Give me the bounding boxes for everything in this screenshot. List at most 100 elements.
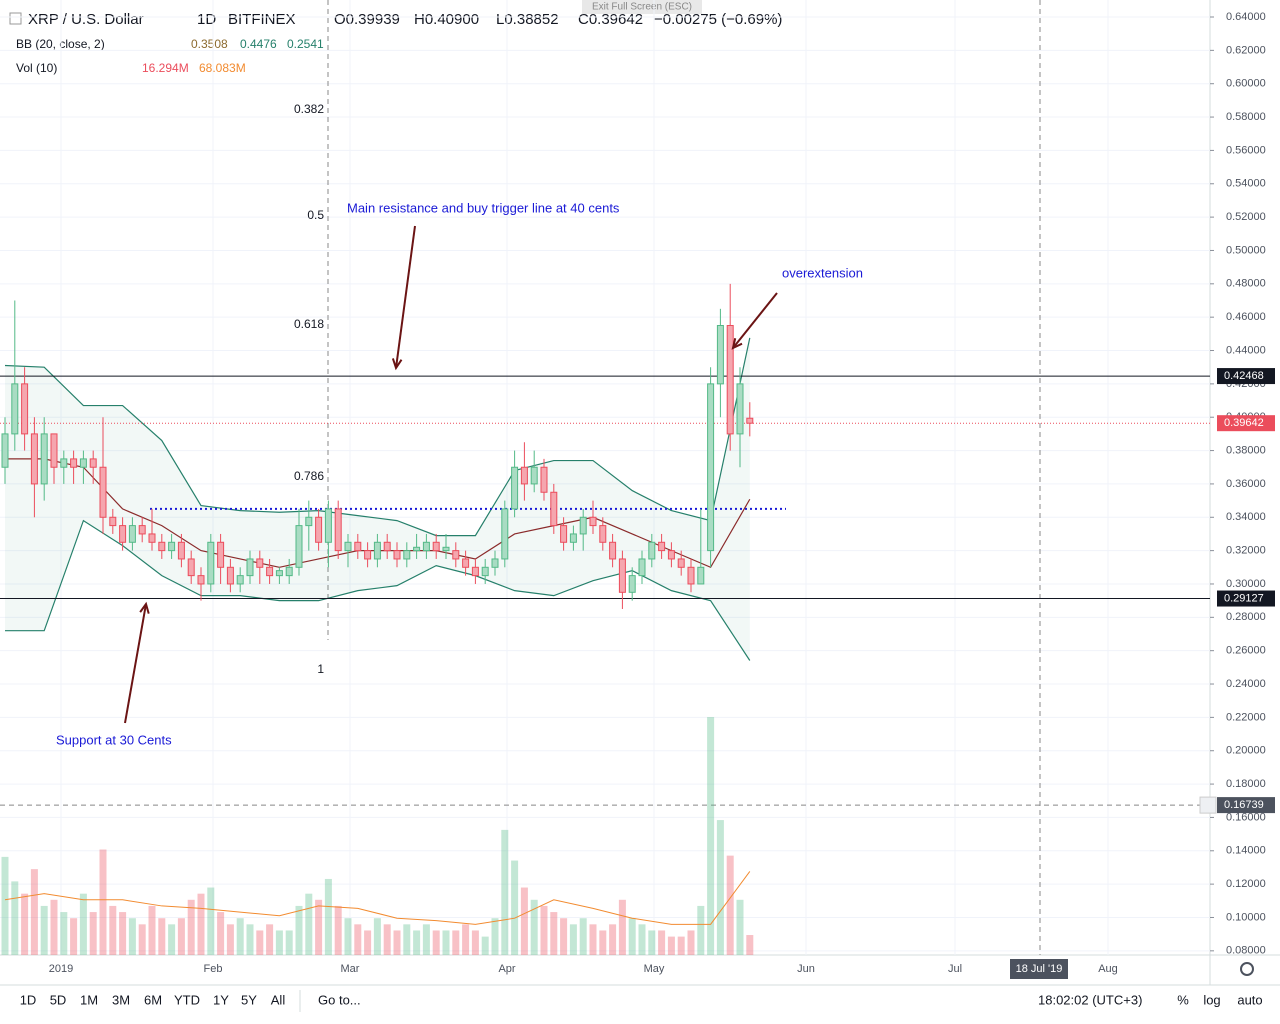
volume-bar xyxy=(648,930,656,955)
volume-bar xyxy=(442,930,450,955)
volume-bar xyxy=(168,924,176,955)
range-button[interactable]: 1Y xyxy=(213,992,229,1007)
volume-bar xyxy=(21,893,29,955)
volume-bar xyxy=(491,918,499,955)
goto-button[interactable]: Go to... xyxy=(318,992,361,1007)
exit-button[interactable] xyxy=(582,0,702,14)
candle-body xyxy=(511,466,519,510)
exit-label[interactable]: Exit Full Screen (ESC) xyxy=(592,2,692,13)
candle-body xyxy=(452,550,460,560)
annotation: Support at 30 Cents xyxy=(56,732,172,747)
candle-body xyxy=(119,525,127,543)
arrow-head xyxy=(731,338,743,350)
volume-bar xyxy=(569,924,577,955)
candle-body xyxy=(324,508,332,543)
settings-button[interactable] xyxy=(1240,962,1254,976)
range-button[interactable]: 3M xyxy=(112,992,130,1007)
candle-body xyxy=(471,566,479,577)
candle-body xyxy=(736,383,744,435)
candle-body xyxy=(462,558,470,568)
volume-bar xyxy=(540,905,548,955)
candle-body xyxy=(697,566,705,585)
volume-bar xyxy=(266,924,274,955)
candle-body xyxy=(246,558,254,577)
arrow-head xyxy=(391,358,403,371)
annotation: overextension xyxy=(782,265,863,280)
candle-body xyxy=(481,566,489,577)
volume-bar xyxy=(207,887,215,955)
candle-body xyxy=(275,570,283,577)
candle-body xyxy=(158,541,166,552)
volume-bar xyxy=(187,899,195,955)
candle-body xyxy=(70,458,78,468)
range-button[interactable]: All xyxy=(271,992,286,1007)
candle-body xyxy=(99,466,107,518)
bb-lower-value: 0.2541 xyxy=(287,37,324,51)
volume-bar xyxy=(471,930,479,955)
volume-bar xyxy=(324,878,332,955)
volume-bar xyxy=(285,930,293,955)
y-tick-label: 0.38000 xyxy=(1226,444,1266,456)
range-button[interactable]: 1M xyxy=(80,992,98,1007)
range-button[interactable]: 6M xyxy=(144,992,162,1007)
x-tick-label: Feb xyxy=(204,963,223,975)
vol-label: Vol (10) xyxy=(16,61,57,75)
y-tick-label: 0.44000 xyxy=(1226,344,1266,356)
candle-body xyxy=(226,566,234,585)
log-button[interactable]: log xyxy=(1203,992,1220,1007)
price-badge-label: 0.39642 xyxy=(1224,417,1264,429)
volume-bar xyxy=(520,887,528,955)
volume-bar xyxy=(530,899,538,955)
volume-bar xyxy=(560,918,568,955)
exchange: BITFINEX xyxy=(228,11,296,28)
volume-bar xyxy=(413,930,421,955)
candle-body xyxy=(236,575,244,585)
y-tick-label: 0.10000 xyxy=(1226,911,1266,923)
candle-body xyxy=(148,533,156,543)
candle-body xyxy=(491,558,499,568)
volume-bar xyxy=(40,905,48,955)
candle-body xyxy=(432,541,440,552)
candle-body xyxy=(667,550,675,560)
range-button[interactable]: 1D xyxy=(20,992,37,1007)
candle-body xyxy=(618,558,626,593)
interval: 1D xyxy=(197,11,216,28)
candle-body xyxy=(403,550,411,560)
volume-bar xyxy=(609,924,617,955)
x-tick-label: 2019 xyxy=(49,963,73,975)
volume-bar xyxy=(89,912,97,955)
price-badge-label: 0.42468 xyxy=(1224,370,1264,382)
volume-bar xyxy=(315,899,323,955)
candle-body xyxy=(40,433,48,485)
volume-bar xyxy=(511,860,519,955)
volume-bar xyxy=(128,918,136,955)
candle-body xyxy=(383,541,391,552)
volume-bar xyxy=(658,930,666,955)
vol-value: 16.294M xyxy=(142,61,189,75)
y-tick-label: 0.32000 xyxy=(1226,545,1266,557)
range-button[interactable]: 5D xyxy=(50,992,67,1007)
volume-bar xyxy=(305,893,313,955)
volume-bar xyxy=(697,905,705,955)
range-button[interactable]: 5Y xyxy=(241,992,257,1007)
volume-bar xyxy=(677,936,685,955)
candle-body xyxy=(716,325,724,385)
arrow xyxy=(395,225,416,369)
x-tick-label: Mar xyxy=(341,963,360,975)
range-button[interactable]: YTD xyxy=(174,992,200,1007)
percent-button[interactable]: % xyxy=(1177,992,1189,1007)
add-alert-button[interactable] xyxy=(1199,796,1217,814)
arrow xyxy=(732,292,778,349)
y-tick-label: 0.60000 xyxy=(1226,78,1266,90)
ohlc-change: −0.00275 (−0.69%) xyxy=(654,11,782,28)
volume-bar xyxy=(99,849,107,955)
candle-body xyxy=(21,383,29,435)
candle-body xyxy=(442,546,450,552)
volume-bar xyxy=(60,912,68,955)
candle-body xyxy=(1,433,9,468)
collapse-icon[interactable] xyxy=(9,12,22,25)
volume-bar xyxy=(148,905,156,955)
volume-bar xyxy=(501,829,509,955)
auto-button[interactable]: auto xyxy=(1237,992,1262,1007)
volume-bar xyxy=(736,899,744,955)
